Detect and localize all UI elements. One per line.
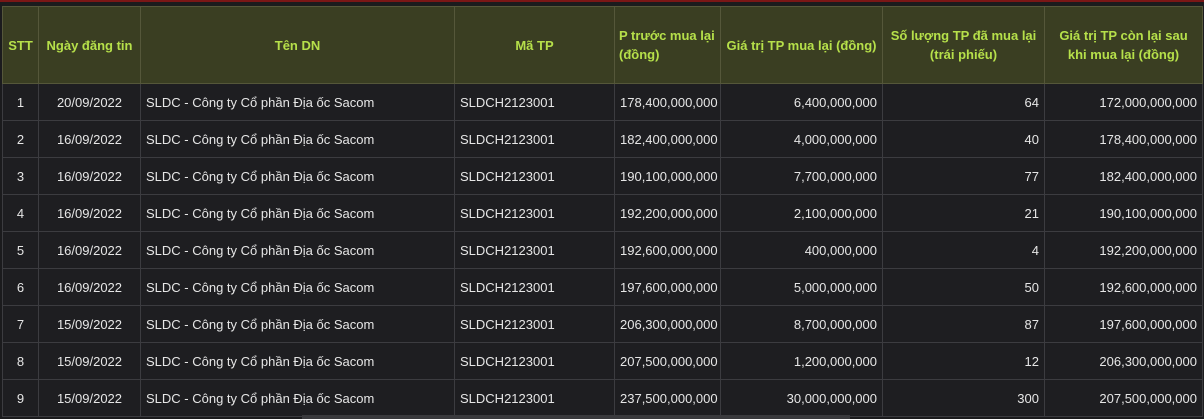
header-buyback-value[interactable]: Giá trị TP mua lại (đồng) <box>720 6 883 84</box>
header-code[interactable]: Mã TP <box>454 6 615 84</box>
cell-code: SLDCH2123001 <box>454 83 615 121</box>
cell-stt: 1 <box>2 83 39 121</box>
cell-company: SLDC - Công ty Cổ phần Địa ốc Sacom <box>140 83 455 121</box>
cell-date: 16/09/2022 <box>38 194 141 232</box>
cell-stt: 5 <box>2 231 39 269</box>
cell-code: SLDCH2123001 <box>454 231 615 269</box>
cell-company: SLDC - Công ty Cổ phần Địa ốc Sacom <box>140 305 455 343</box>
cell-buyback-value: 2,100,000,000 <box>720 194 883 232</box>
cell-buyback-value: 400,000,000 <box>720 231 883 269</box>
cell-company: SLDC - Công ty Cổ phần Địa ốc Sacom <box>140 342 455 380</box>
cell-code: SLDCH2123001 <box>454 379 615 417</box>
cell-remaining-value: 206,300,000,000 <box>1044 342 1203 380</box>
cell-stt: 7 <box>2 305 39 343</box>
cell-date: 16/09/2022 <box>38 120 141 158</box>
table-row[interactable]: 9 15/09/2022 SLDC - Công ty Cổ phần Địa … <box>2 379 1203 417</box>
table-row[interactable]: 1 20/09/2022 SLDC - Công ty Cổ phần Địa … <box>2 83 1203 121</box>
cell-buyback-value: 6,400,000,000 <box>720 83 883 121</box>
cell-remaining-value: 197,600,000,000 <box>1044 305 1203 343</box>
table-row[interactable]: 6 16/09/2022 SLDC - Công ty Cổ phần Địa … <box>2 268 1203 306</box>
cell-buyback-quantity: 300 <box>882 379 1045 417</box>
cell-date: 20/09/2022 <box>38 83 141 121</box>
cell-value-before: 182,400,000,000 <box>614 120 721 158</box>
header-buyback-quantity[interactable]: Số lượng TP đã mua lại (trái phiếu) <box>882 6 1045 84</box>
cell-value-before: 207,500,000,000 <box>614 342 721 380</box>
table-header-row: STT Ngày đăng tin Tên DN Mã TP P trước m… <box>2 6 1203 84</box>
cell-value-before: 178,400,000,000 <box>614 83 721 121</box>
cell-code: SLDCH2123001 <box>454 157 615 195</box>
header-remaining-value[interactable]: Giá trị TP còn lại sau khi mua lại (đồng… <box>1044 6 1203 84</box>
cell-date: 16/09/2022 <box>38 231 141 269</box>
cell-date: 15/09/2022 <box>38 342 141 380</box>
cell-company: SLDC - Công ty Cổ phần Địa ốc Sacom <box>140 268 455 306</box>
cell-remaining-value: 172,000,000,000 <box>1044 83 1203 121</box>
cell-remaining-value: 192,600,000,000 <box>1044 268 1203 306</box>
cell-buyback-quantity: 87 <box>882 305 1045 343</box>
cell-buyback-value: 1,200,000,000 <box>720 342 883 380</box>
cell-buyback-value: 4,000,000,000 <box>720 120 883 158</box>
header-company[interactable]: Tên DN <box>140 6 455 84</box>
cell-remaining-value: 192,200,000,000 <box>1044 231 1203 269</box>
cell-value-before: 237,500,000,000 <box>614 379 721 417</box>
cell-company: SLDC - Công ty Cổ phần Địa ốc Sacom <box>140 231 455 269</box>
cell-stt: 2 <box>2 120 39 158</box>
cell-buyback-quantity: 21 <box>882 194 1045 232</box>
cell-date: 15/09/2022 <box>38 379 141 417</box>
cell-remaining-value: 190,100,000,000 <box>1044 194 1203 232</box>
cell-buyback-value: 7,700,000,000 <box>720 157 883 195</box>
header-value-before[interactable]: P trước mua lại (đồng) <box>614 6 721 84</box>
cell-code: SLDCH2123001 <box>454 305 615 343</box>
table-row[interactable]: 3 16/09/2022 SLDC - Công ty Cổ phần Địa … <box>2 157 1203 195</box>
cell-date: 16/09/2022 <box>38 157 141 195</box>
table-row[interactable]: 4 16/09/2022 SLDC - Công ty Cổ phần Địa … <box>2 194 1203 232</box>
bond-buyback-table: STT Ngày đăng tin Tên DN Mã TP P trước m… <box>2 6 1203 417</box>
cell-buyback-quantity: 64 <box>882 83 1045 121</box>
cell-remaining-value: 207,500,000,000 <box>1044 379 1203 417</box>
cell-stt: 9 <box>2 379 39 417</box>
cell-buyback-value: 30,000,000,000 <box>720 379 883 417</box>
table-row[interactable]: 7 15/09/2022 SLDC - Công ty Cổ phần Địa … <box>2 305 1203 343</box>
cell-value-before: 190,100,000,000 <box>614 157 721 195</box>
cell-code: SLDCH2123001 <box>454 194 615 232</box>
cell-buyback-quantity: 12 <box>882 342 1045 380</box>
cell-stt: 6 <box>2 268 39 306</box>
cell-code: SLDCH2123001 <box>454 342 615 380</box>
cell-company: SLDC - Công ty Cổ phần Địa ốc Sacom <box>140 194 455 232</box>
cell-date: 15/09/2022 <box>38 305 141 343</box>
cell-stt: 3 <box>2 157 39 195</box>
header-date[interactable]: Ngày đăng tin <box>38 6 141 84</box>
cell-value-before: 192,600,000,000 <box>614 231 721 269</box>
cell-value-before: 206,300,000,000 <box>614 305 721 343</box>
cell-value-before: 197,600,000,000 <box>614 268 721 306</box>
cell-code: SLDCH2123001 <box>454 268 615 306</box>
horizontal-scrollbar[interactable] <box>302 415 850 419</box>
table-row[interactable]: 5 16/09/2022 SLDC - Công ty Cổ phần Địa … <box>2 231 1203 269</box>
header-stt[interactable]: STT <box>2 6 39 84</box>
cell-company: SLDC - Công ty Cổ phần Địa ốc Sacom <box>140 120 455 158</box>
cell-remaining-value: 182,400,000,000 <box>1044 157 1203 195</box>
cell-code: SLDCH2123001 <box>454 120 615 158</box>
cell-buyback-quantity: 4 <box>882 231 1045 269</box>
table-row[interactable]: 2 16/09/2022 SLDC - Công ty Cổ phần Địa … <box>2 120 1203 158</box>
cell-value-before: 192,200,000,000 <box>614 194 721 232</box>
cell-buyback-quantity: 77 <box>882 157 1045 195</box>
cell-buyback-quantity: 50 <box>882 268 1045 306</box>
table-row[interactable]: 8 15/09/2022 SLDC - Công ty Cổ phần Địa … <box>2 342 1203 380</box>
cell-buyback-quantity: 40 <box>882 120 1045 158</box>
cell-stt: 8 <box>2 342 39 380</box>
cell-date: 16/09/2022 <box>38 268 141 306</box>
table-body: 1 20/09/2022 SLDC - Công ty Cổ phần Địa … <box>2 83 1203 417</box>
cell-remaining-value: 178,400,000,000 <box>1044 120 1203 158</box>
cell-company: SLDC - Công ty Cổ phần Địa ốc Sacom <box>140 379 455 417</box>
cell-buyback-value: 8,700,000,000 <box>720 305 883 343</box>
cell-stt: 4 <box>2 194 39 232</box>
cell-buyback-value: 5,000,000,000 <box>720 268 883 306</box>
cell-company: SLDC - Công ty Cổ phần Địa ốc Sacom <box>140 157 455 195</box>
